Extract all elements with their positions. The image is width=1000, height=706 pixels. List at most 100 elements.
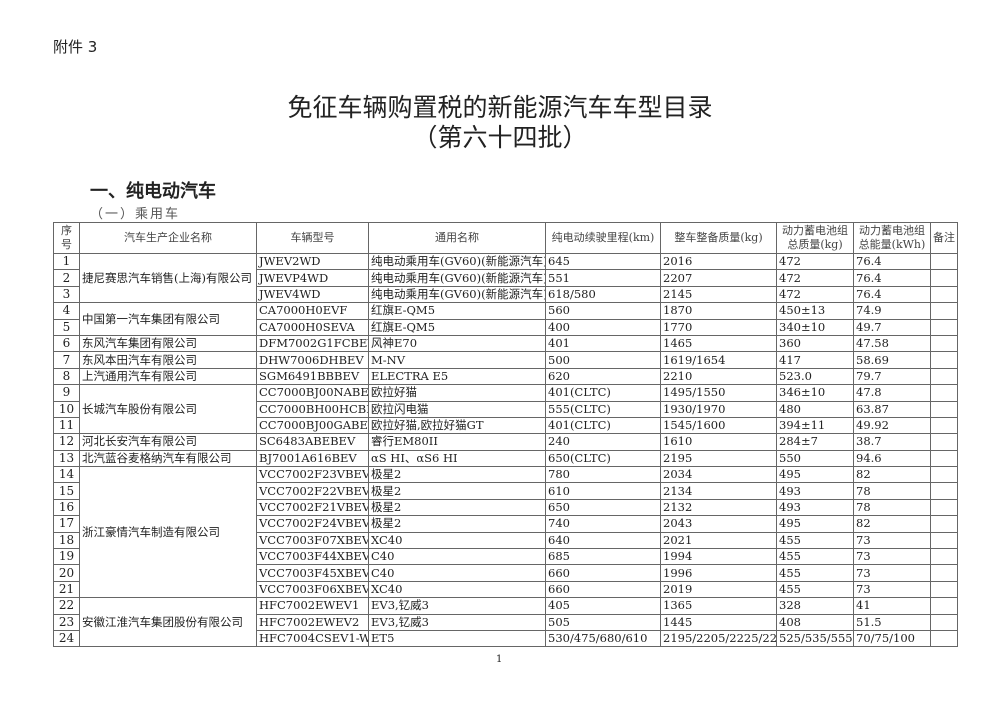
cell-battery-energy: 73	[853, 564, 931, 582]
table-row: 20 VCC7003F45XBEV C40 660 1996 455 73	[53, 564, 958, 582]
cell-curb-weight: 1610	[660, 433, 777, 451]
table-row: 7 东风本田汽车有限公司 DHW7006DHBEV M-NV 500 1619/1654 4…	[53, 351, 958, 369]
header-battery-mass: 动力蓄电池组总质量(kg)	[776, 222, 854, 254]
page-number: 1	[496, 654, 503, 665]
cell-common-name: C40	[368, 564, 546, 582]
cell-curb-weight: 1445	[660, 613, 777, 631]
cell-remarks	[930, 334, 958, 353]
cell-common-name: 纯电动乘用车(GV60)(新能源汽车)	[368, 252, 546, 271]
cell-range: 505	[545, 613, 661, 631]
header-common-name: 通用名称	[368, 222, 546, 254]
cell-battery-mass: 455	[776, 548, 854, 566]
cell-remarks	[930, 351, 958, 369]
cell-remarks	[930, 400, 958, 418]
cell-model: VCC7003F06XBEV	[256, 580, 369, 599]
cell-manufacturer: 浙江豪情汽车制造有限公司	[79, 466, 257, 599]
table-row: 23 HFC7002EWEV2 EV3,钇威3 505 1445 408 51.5	[53, 613, 958, 631]
cell-battery-mass: 360	[776, 334, 854, 353]
cell-model: HFC7002EWEV1	[256, 597, 369, 615]
cell-index: 7	[53, 351, 80, 369]
cell-battery-energy: 38.7	[853, 433, 931, 451]
cell-index: 10	[53, 400, 80, 418]
cell-common-name: 极星2	[368, 515, 546, 533]
cell-range: 740	[545, 515, 661, 533]
cell-manufacturer: 河北长安汽车有限公司	[79, 433, 257, 451]
cell-model: CC7000BJ00NABEV	[256, 384, 369, 402]
cell-remarks	[930, 269, 958, 287]
cell-curb-weight: 2134	[660, 482, 777, 500]
cell-model: SGM6491BBBEV	[256, 367, 369, 386]
cell-common-name: 极星2	[368, 466, 546, 484]
cell-remarks	[930, 482, 958, 500]
cell-battery-mass: 472	[776, 285, 854, 304]
cell-index: 11	[53, 416, 80, 435]
cell-battery-energy: 49.92	[853, 416, 931, 435]
cell-remarks	[930, 498, 958, 517]
cell-model: DHW7006DHBEV	[256, 351, 369, 369]
cell-index: 22	[53, 597, 80, 615]
cell-model: VCC7002F21VBEV	[256, 498, 369, 517]
cell-curb-weight: 1870	[660, 302, 777, 320]
cell-model: VCC7002F22VBEV	[256, 482, 369, 500]
cell-battery-mass: 455	[776, 564, 854, 582]
cell-battery-energy: 73	[853, 580, 931, 599]
cell-range: 660	[545, 564, 661, 582]
cell-index: 3	[53, 285, 80, 304]
table-row: 10 CC7000BH00HCBEV欧拉闪电猫555(CLTC)1930/1970…	[53, 400, 958, 418]
cell-index: 19	[53, 548, 80, 566]
section-heading: 一、纯电动汽车	[90, 181, 216, 202]
cell-curb-weight: 2210	[660, 367, 777, 386]
cell-index: 9	[53, 384, 80, 402]
header-remarks: 备注	[930, 222, 958, 254]
table-row: 2 JWEVP4WD 纯电动乘用车(GV60)(新能源汽车) 551 2207 472 76…	[53, 269, 958, 287]
cell-battery-energy: 73	[853, 531, 931, 550]
cell-battery-mass: 495	[776, 466, 854, 484]
cell-model: HFC7002EWEV2	[256, 613, 369, 631]
cell-common-name: ET5	[368, 629, 546, 648]
cell-common-name: 纯电动乘用车(GV60)(新能源汽车)	[368, 285, 546, 304]
cell-battery-energy: 82	[853, 515, 931, 533]
attachment-label: 附件 3	[53, 38, 98, 56]
cell-battery-energy: 74.9	[853, 302, 931, 320]
cell-common-name: 欧拉好猫,欧拉好猫GT	[368, 416, 546, 435]
cell-battery-mass: 417	[776, 351, 854, 369]
cell-battery-mass: 455	[776, 580, 854, 599]
cell-battery-energy: 94.6	[853, 449, 931, 468]
cell-index: 23	[53, 613, 80, 631]
cell-model: VCC7003F07XBEV	[256, 531, 369, 550]
cell-battery-energy: 63.87	[853, 400, 931, 418]
cell-range: 555(CLTC)	[545, 400, 661, 418]
cell-model: CA7000H0SEVA	[256, 318, 369, 336]
cell-index: 21	[53, 580, 80, 599]
table-row: 11 CC7000BJ00GABEV 欧拉好猫,欧拉好猫GT 401(CLTC) 154…	[53, 416, 958, 435]
table-row: 1 捷尼赛思汽车销售(上海)有限公司 JWEV2WD 纯电动乘用车(GV60)(新能源…	[53, 252, 958, 304]
cell-manufacturer: 东风本田汽车有限公司	[79, 351, 257, 369]
cell-remarks	[930, 531, 958, 550]
cell-remarks	[930, 433, 958, 451]
cell-index: 1	[53, 252, 80, 271]
cell-battery-mass: 455	[776, 531, 854, 550]
cell-model: VCC7002F23VBEV	[256, 466, 369, 484]
cell-range: 401(CLTC)	[545, 384, 661, 402]
cell-range: 645	[545, 252, 661, 271]
cell-battery-energy: 73	[853, 548, 931, 566]
cell-curb-weight: 2019	[660, 580, 777, 599]
cell-range: 560	[545, 302, 661, 320]
cell-curb-weight: 2016	[660, 252, 777, 271]
header-model: 车辆型号	[256, 222, 369, 254]
cell-common-name: αS HI、αS6 HI	[368, 449, 546, 468]
cell-battery-energy: 82	[853, 466, 931, 484]
cell-manufacturer: 北汽蓝谷麦格纳汽车有限公司	[79, 449, 257, 468]
cell-remarks	[930, 613, 958, 631]
cell-battery-mass: 523.0	[776, 367, 854, 386]
cell-index: 20	[53, 564, 80, 582]
header-manufacturer: 汽车生产企业名称	[79, 222, 257, 254]
table-row: 19 VCC7003F44XBEV C40 685 1994 455 73	[53, 548, 958, 566]
cell-common-name: 红旗E-QM5	[368, 318, 546, 336]
cell-model: VCC7003F45XBEV	[256, 564, 369, 582]
cell-common-name: 红旗E-QM5	[368, 302, 546, 320]
cell-index: 15	[53, 482, 80, 500]
table-row: 8 上汽通用汽车有限公司 SGM6491BBBEV ELECTRA E5 620 2210…	[53, 367, 958, 386]
cell-battery-mass: 408	[776, 613, 854, 631]
cell-manufacturer: 上汽通用汽车有限公司	[79, 367, 257, 386]
